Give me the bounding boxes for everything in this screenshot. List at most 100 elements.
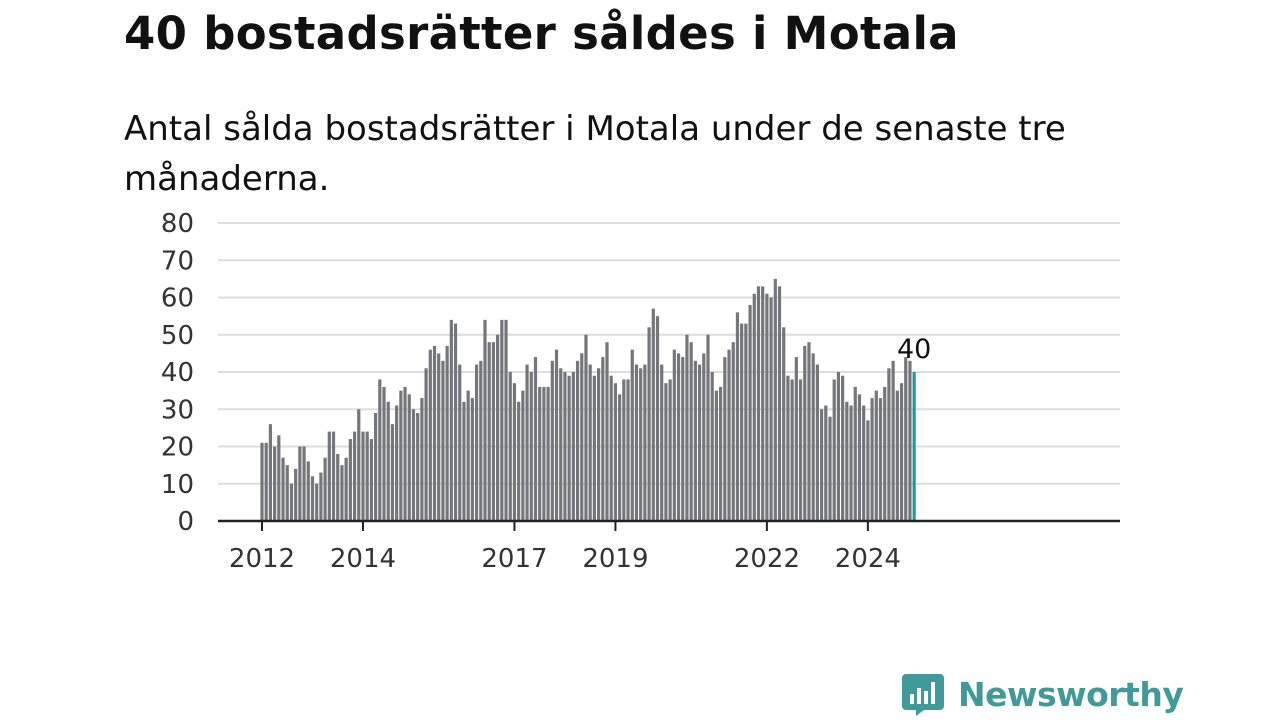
bar — [782, 327, 786, 521]
bar — [378, 379, 382, 521]
bar — [883, 386, 887, 521]
bar — [336, 453, 340, 521]
bar — [773, 278, 777, 521]
bar — [567, 375, 571, 521]
bar — [647, 327, 651, 521]
bar — [525, 364, 529, 521]
bar — [260, 442, 264, 521]
bar — [731, 342, 735, 521]
bar — [655, 316, 660, 521]
bar — [668, 379, 672, 521]
bar — [790, 379, 794, 521]
bar — [849, 405, 853, 521]
bar — [407, 394, 411, 521]
bar — [466, 390, 470, 521]
bar — [504, 319, 508, 521]
bar — [740, 323, 744, 521]
bar — [685, 334, 689, 521]
bar — [432, 345, 437, 521]
bar — [605, 342, 609, 521]
bar — [904, 357, 908, 521]
bar — [298, 446, 302, 521]
bar — [441, 360, 445, 521]
bar — [891, 360, 895, 521]
bar — [681, 357, 685, 521]
bar — [491, 342, 496, 521]
bar — [403, 386, 407, 521]
bar — [798, 379, 803, 521]
y-axis-labels: 0 10 20 30 40 50 60 70 80 — [161, 209, 194, 537]
bar — [803, 345, 807, 521]
bar — [327, 431, 331, 521]
bar — [639, 368, 643, 521]
bar — [660, 364, 664, 521]
bar — [845, 401, 849, 521]
bar — [395, 405, 399, 521]
bar — [735, 312, 740, 521]
bar — [710, 372, 714, 521]
y-tick-label: 20 — [161, 433, 194, 463]
brand-name: Newsworthy — [958, 674, 1184, 714]
bar — [390, 424, 395, 521]
bar — [651, 308, 655, 521]
bar — [277, 435, 281, 521]
bar — [289, 483, 294, 521]
bar — [512, 383, 517, 521]
bar — [866, 420, 870, 521]
bar — [563, 372, 567, 521]
bar — [302, 446, 306, 521]
bar — [554, 349, 559, 521]
bar — [369, 439, 373, 521]
bar — [445, 345, 449, 521]
bar-latest — [912, 372, 916, 521]
bars — [260, 278, 916, 521]
bar — [357, 409, 361, 521]
bar — [828, 416, 832, 521]
bar — [908, 360, 912, 521]
x-axis — [218, 519, 1120, 531]
bar — [479, 360, 483, 521]
bar — [618, 394, 622, 521]
bar — [841, 375, 845, 521]
bar — [348, 439, 352, 521]
bar — [344, 457, 348, 521]
bar — [340, 465, 344, 521]
bar — [748, 304, 752, 521]
bar — [268, 424, 273, 521]
bar — [887, 368, 891, 521]
bar — [702, 353, 706, 521]
bar — [449, 319, 453, 521]
bar — [765, 293, 769, 521]
bar — [857, 394, 862, 521]
y-tick-label: 50 — [161, 321, 194, 351]
bar — [689, 342, 693, 521]
bar — [306, 461, 310, 521]
bar — [500, 319, 504, 521]
bar — [374, 412, 378, 521]
bar — [323, 457, 327, 521]
bar — [664, 383, 668, 521]
bar — [517, 401, 521, 521]
bar — [550, 360, 554, 521]
bar — [580, 353, 584, 521]
bar — [630, 349, 634, 521]
bar — [281, 457, 285, 521]
bar — [693, 360, 697, 521]
bar — [546, 386, 550, 521]
bar — [542, 386, 546, 521]
bar — [411, 409, 416, 521]
x-tick-label: 2014 — [330, 544, 396, 574]
bar — [597, 368, 601, 521]
bar — [672, 349, 676, 521]
bar — [584, 334, 588, 521]
bar — [529, 372, 533, 521]
bar — [714, 390, 719, 521]
x-tick-label: 2012 — [229, 544, 295, 574]
bar — [365, 431, 369, 521]
bar — [310, 476, 315, 521]
bar — [697, 364, 702, 521]
bar — [453, 323, 458, 521]
latest-value-label: 40 — [897, 334, 931, 365]
y-tick-label: 70 — [161, 246, 194, 276]
bar — [533, 357, 538, 521]
